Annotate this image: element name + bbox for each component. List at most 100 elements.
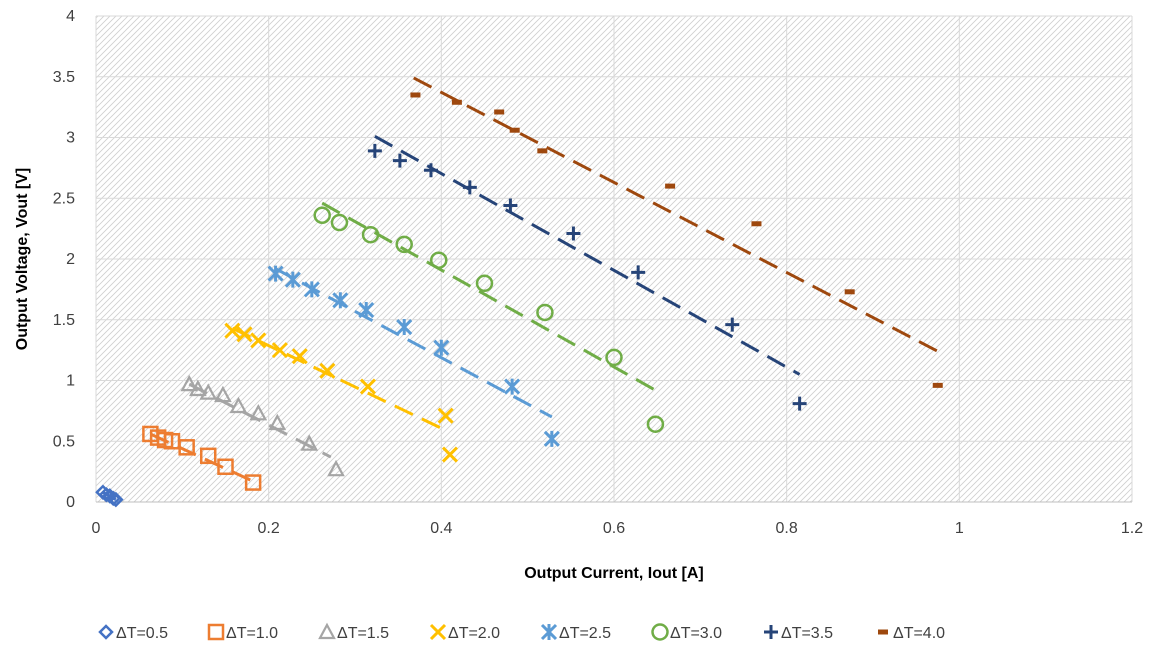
data-point [250, 332, 267, 349]
data-markers [95, 92, 943, 508]
trendline-series-5 [274, 267, 553, 419]
legend-label: ΔT=4.0 [893, 625, 945, 642]
data-point [199, 383, 218, 400]
data-point [98, 486, 115, 503]
data-point [327, 459, 345, 477]
data-point [665, 183, 676, 189]
legend-marker [98, 624, 114, 640]
data-point [229, 396, 248, 414]
data-point [284, 271, 301, 288]
data-point [199, 447, 217, 465]
data-point [503, 198, 518, 213]
data-point [504, 378, 521, 395]
data-point [451, 99, 462, 105]
series-2-markers [142, 425, 262, 491]
y-tick-label: 2 [66, 251, 75, 268]
trendline-series-4 [231, 326, 449, 433]
data-point [367, 143, 382, 158]
trendline-series-3 [188, 382, 332, 459]
x-tick-label: 0.6 [603, 520, 625, 537]
x-tick-label: 1.2 [1121, 520, 1143, 537]
legend-item: ΔT=2.0 [429, 623, 500, 642]
data-point [180, 374, 199, 392]
legend-marker [318, 622, 336, 640]
legend-label: ΔT=2.0 [448, 625, 500, 642]
data-point [267, 265, 284, 282]
legend-item: ΔT=4.0 [878, 625, 945, 642]
legend-label: ΔT=3.0 [670, 625, 722, 642]
series-4-markers [224, 322, 459, 463]
y-tick-label: 3 [66, 130, 75, 147]
legend-item: ΔT=2.5 [540, 623, 611, 642]
series-6-markers [313, 206, 665, 433]
legend-marker [651, 623, 669, 641]
data-point [300, 434, 319, 451]
data-point [475, 274, 494, 293]
x-axis-title: Output Current, Iout [A] [524, 565, 704, 582]
series-1-markers [95, 484, 124, 508]
data-point [313, 206, 331, 225]
data-point [303, 281, 320, 298]
y-tick-label: 1 [66, 373, 75, 390]
data-point [441, 446, 459, 463]
series-3-markers [180, 374, 345, 477]
data-point [646, 415, 665, 433]
data-point [751, 221, 762, 227]
data-point [792, 396, 807, 411]
data-point [236, 326, 253, 343]
axes: 0 0.2 0.4 0.6 0.8 1 1.2 0 0.5 1 1.5 2 2.5 3 3.5 4 [53, 8, 1143, 537]
data-point [217, 458, 234, 476]
legend-marker [878, 629, 888, 635]
data-point [543, 430, 560, 447]
data-point [332, 292, 349, 309]
legend-marker [764, 625, 778, 639]
data-point [361, 225, 380, 244]
y-tick-label: 4 [66, 8, 75, 25]
data-point [423, 163, 438, 178]
data-point [494, 109, 505, 115]
data-point [330, 213, 349, 232]
data-point [396, 318, 413, 336]
data-point [249, 403, 268, 421]
legend-marker [207, 623, 225, 641]
data-point [437, 407, 454, 424]
data-point [536, 303, 554, 322]
data-point [631, 265, 646, 280]
data-point [410, 92, 421, 98]
data-point [224, 322, 241, 339]
data-point [271, 342, 288, 359]
data-point [244, 474, 262, 491]
trendline-series-7 [374, 134, 801, 376]
data-point [844, 289, 855, 295]
data-point [108, 491, 124, 508]
data-point [392, 153, 407, 168]
data-point [605, 348, 623, 367]
x-tick-label: 0.4 [430, 520, 452, 537]
x-tick-label: 0.2 [258, 520, 280, 537]
data-point [537, 148, 548, 154]
legend-item: ΔT=0.5 [98, 624, 168, 642]
data-point [932, 382, 943, 388]
y-tick-label: 1.5 [53, 312, 75, 329]
data-point [429, 251, 448, 269]
data-point [319, 362, 336, 379]
data-point [509, 127, 520, 133]
legend-marker [540, 623, 558, 641]
legend-marker [429, 623, 447, 641]
trendline-series-2 [149, 432, 254, 483]
legend-item: ΔT=3.5 [764, 625, 833, 642]
series-5-markers [267, 265, 560, 447]
legend-item: ΔT=1.0 [207, 623, 278, 642]
legend-item: ΔT=1.5 [318, 622, 389, 642]
data-point [566, 226, 581, 241]
legend-label: ΔT=3.5 [781, 625, 833, 642]
y-tick-label: 3.5 [53, 69, 75, 86]
legend-label: ΔT=0.5 [116, 625, 168, 642]
x-tick-label: 0 [92, 520, 101, 537]
legend-label: ΔT=2.5 [559, 625, 611, 642]
data-point [433, 339, 450, 356]
data-point [359, 378, 377, 395]
data-point [189, 379, 207, 397]
y-tick-label: 2.5 [53, 190, 75, 207]
